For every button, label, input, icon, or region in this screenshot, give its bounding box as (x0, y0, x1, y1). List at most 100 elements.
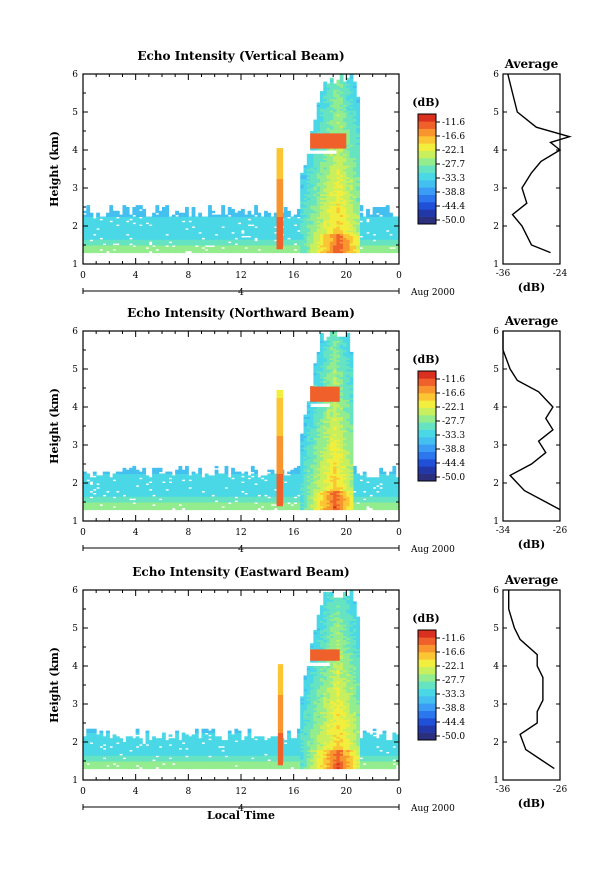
heatmap-cell (346, 167, 351, 170)
heatmap-cell (254, 241, 258, 244)
heatmap-cell (181, 469, 186, 473)
heatmap-cell (145, 488, 150, 492)
heatmap-cell (171, 243, 176, 246)
heatmap-cell (329, 229, 334, 233)
heatmap-cell (270, 475, 275, 478)
heatmap-cell (349, 140, 354, 143)
heatmap-cell (89, 229, 94, 233)
heatmap-cell (191, 207, 196, 210)
heatmap-cell (273, 479, 278, 482)
heatmap-cell (313, 176, 318, 179)
heatmap-cell (188, 481, 193, 484)
heatmap-cell (175, 245, 179, 248)
heatmap-cell (96, 241, 100, 244)
heatmap-cell (283, 227, 288, 231)
heatmap-cell (162, 473, 166, 476)
heatmap-cell (152, 469, 156, 473)
heatmap-cell (389, 222, 393, 225)
heatmap-cell (175, 212, 179, 216)
heatmap-cell (333, 201, 337, 204)
heatmap-cell (346, 140, 351, 143)
heatmap-cell (168, 231, 173, 235)
heatmap-cell (339, 231, 344, 235)
heatmap-cell (208, 218, 212, 221)
heatmap-cell (135, 210, 140, 214)
heatmap-cell (336, 250, 341, 254)
heatmap-cell (352, 246, 357, 250)
heatmap-cell (306, 199, 311, 202)
heatmap-cell (135, 233, 140, 236)
heatmap-cell (185, 241, 189, 244)
heatmap-cell (356, 146, 360, 149)
heatmap-cell (273, 483, 278, 486)
heatmap-cell (194, 243, 199, 246)
heatmap-cell (346, 113, 351, 117)
heatmap-cell (392, 243, 397, 246)
heatmap-cell (194, 250, 199, 254)
heatmap-cell (135, 227, 140, 231)
heatmap-cell (208, 237, 212, 240)
heatmap-cell (106, 481, 110, 484)
heatmap-cell (326, 96, 331, 100)
heatmap-cell (158, 241, 163, 244)
heatmap-cell (283, 235, 288, 238)
heatmap-cell (326, 227, 331, 231)
heatmap-cell (142, 218, 147, 221)
heatmap-cell (89, 479, 94, 482)
heatmap-cell (323, 163, 328, 166)
heatmap-cell (356, 138, 360, 141)
heatmap-cell (395, 246, 400, 250)
heatmap-cell (329, 81, 334, 84)
heatmap-cell (208, 494, 212, 497)
heatmap-cell (115, 475, 120, 478)
heatmap-cell (138, 486, 143, 490)
heatmap-cell (326, 220, 331, 223)
heatmap-cell (254, 481, 258, 484)
heatmap-cell (194, 218, 199, 221)
heatmap-cell (389, 227, 393, 231)
heatmap-cell (122, 212, 127, 216)
heatmap-cell (214, 479, 219, 482)
heatmap-cell (369, 241, 374, 244)
heatmap-cell (260, 496, 265, 499)
heatmap-cell (221, 473, 226, 476)
heatmap-cell (372, 250, 377, 254)
heatmap-cell (171, 494, 176, 497)
heatmap-cell (343, 178, 347, 181)
heatmap-cell (254, 469, 258, 473)
heatmap-cell (346, 203, 351, 206)
heatmap-cell (135, 226, 140, 229)
heatmap-cell (155, 205, 160, 208)
heatmap-cell (346, 229, 351, 233)
heatmap-cell (115, 239, 120, 242)
heatmap-cell (221, 490, 226, 493)
heatmap-cell (346, 176, 351, 179)
heatmap-cell (254, 205, 258, 208)
heatmap-cell (237, 239, 242, 242)
heatmap-cell (356, 144, 360, 147)
heatmap-cell (138, 492, 143, 495)
heatmap-cell (356, 237, 360, 240)
heatmap-cell (152, 226, 156, 229)
heatmap-cell (221, 207, 226, 210)
heatmap-cell (178, 241, 183, 244)
heatmap-cell (214, 220, 219, 223)
heatmap-cell (336, 233, 341, 236)
heatmap-cell (92, 243, 97, 246)
heatmap-cell (326, 125, 331, 128)
heatmap-cell (316, 237, 321, 240)
heatmap-cell (336, 96, 341, 100)
heatmap-cell (343, 246, 347, 250)
heatmap-cell (333, 131, 337, 134)
heatmap-cell (389, 239, 393, 242)
heatmap-cell (333, 186, 337, 189)
heatmap-cell (221, 488, 226, 492)
heatmap-cell (303, 250, 308, 254)
heatmap-cell (112, 498, 117, 501)
heatmap-cell (106, 212, 110, 216)
heatmap-cell (343, 174, 347, 178)
heatmap-cell (346, 159, 351, 162)
heatmap-cell (165, 492, 170, 495)
heatmap-cell (92, 494, 97, 497)
heatmap-cell (264, 490, 268, 493)
